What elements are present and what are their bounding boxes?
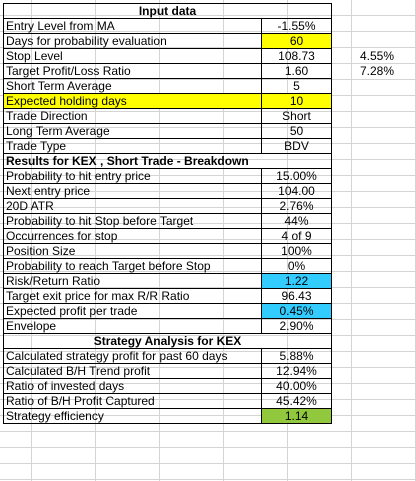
cell-label[interactable]: Occurrences for stop — [3, 228, 262, 244]
cell-label[interactable]: Trade Direction — [3, 108, 262, 124]
cell-extra[interactable] — [332, 124, 397, 139]
section-header-row: Input data — [3, 3, 397, 19]
cell-value-blue[interactable]: 1.22 — [261, 273, 332, 289]
cell-value[interactable]: 40.00% — [261, 378, 332, 394]
cell-label[interactable]: Risk/Return Ratio — [3, 273, 262, 289]
cell-value[interactable]: 5.88% — [261, 348, 332, 364]
results-row: Probability to hit Stop before Target 44… — [3, 213, 397, 229]
results-row-risk-return: Risk/Return Ratio 1.22 — [3, 273, 397, 289]
strategy-header[interactable]: Strategy Analysis for KEX — [3, 333, 332, 349]
cell-value-blue[interactable]: 0.45% — [261, 303, 332, 319]
cell-value[interactable]: 12.94% — [261, 363, 332, 379]
input-row-long-term-average: Long Term Average 50 — [3, 123, 397, 139]
cell-label[interactable]: Long Term Average — [3, 123, 262, 139]
strategy-row-efficiency: Strategy efficiency 1.14 — [3, 408, 397, 424]
cell-value[interactable]: 0% — [261, 258, 332, 274]
cell-extra[interactable] — [332, 139, 397, 154]
input-row-expected-holding-days: Expected holding days 10 — [3, 93, 397, 109]
cell-value-highlighted[interactable]: 60 — [261, 33, 332, 49]
results-row: 20D ATR 2.76% — [3, 198, 397, 214]
cell-label[interactable]: Next entry price — [3, 183, 262, 199]
section-header-row: Strategy Analysis for KEX — [3, 333, 397, 349]
section-header-row: Results for KEX , Short Trade - Breakdow… — [3, 153, 397, 169]
cell-value[interactable]: -1.55% — [261, 18, 332, 34]
cell-label[interactable]: Ratio of invested days — [3, 378, 262, 394]
cell-value[interactable]: BDV — [261, 138, 332, 154]
cell-extra[interactable] — [332, 79, 397, 94]
input-row-trade-type: Trade Type BDV — [3, 138, 397, 154]
cell-label[interactable]: Target exit price for max R/R Ratio — [3, 288, 262, 304]
cell-label[interactable]: Probability to hit entry price — [3, 168, 262, 184]
cell-value-highlighted[interactable]: 10 — [261, 93, 332, 109]
cell-label[interactable]: Days for probability evaluation — [3, 33, 262, 49]
cell-extra[interactable] — [332, 109, 397, 124]
cell-label[interactable]: 20D ATR — [3, 198, 262, 214]
input-row-days-probability: Days for probability evaluation 60 — [3, 33, 397, 49]
cell-label[interactable]: Strategy efficiency — [3, 408, 262, 424]
cell-value[interactable]: 50 — [261, 123, 332, 139]
results-row: Target exit price for max R/R Ratio 96.4… — [3, 288, 397, 304]
strategy-row: Ratio of invested days 40.00% — [3, 378, 397, 394]
cell-value[interactable]: 108.73 — [261, 48, 332, 64]
data-table: Input data Entry Level from MA -1.55% Da… — [3, 3, 397, 424]
cell-value[interactable]: 4 of 9 — [261, 228, 332, 244]
cell-value[interactable]: 104.00 — [261, 183, 332, 199]
cell-value[interactable]: 1.60 — [261, 63, 332, 79]
cell-extra[interactable] — [332, 94, 397, 109]
input-row-target-ratio: Target Profit/Loss Ratio 1.60 7.28% — [3, 63, 397, 79]
cell-value[interactable]: 100% — [261, 243, 332, 259]
cell-value[interactable]: 15.00% — [261, 168, 332, 184]
cell-extra[interactable] — [332, 34, 397, 49]
results-row: Probability to hit entry price 15.00% — [3, 168, 397, 184]
cell-value[interactable]: 2.90% — [261, 318, 332, 334]
cell-label[interactable]: Entry Level from MA — [3, 18, 262, 34]
cell-label[interactable]: Calculated B/H Trend profit — [3, 363, 262, 379]
results-row: Occurrences for stop 4 of 9 — [3, 228, 397, 244]
results-row-expected-profit: Expected profit per trade 0.45% — [3, 303, 397, 319]
input-row-short-term-average: Short Term Average 5 — [3, 78, 397, 94]
results-header[interactable]: Results for KEX , Short Trade - Breakdow… — [3, 153, 332, 169]
cell-value[interactable]: 96.43 — [261, 288, 332, 304]
cell-extra[interactable]: 7.28% — [359, 63, 394, 78]
results-row: Position Size 100% — [3, 243, 397, 259]
input-row-stop-level: Stop Level 108.73 4.55% — [3, 48, 397, 64]
cell-label[interactable]: Target Profit/Loss Ratio — [3, 63, 262, 79]
strategy-row: Ratio of B/H Profit Captured 45.42% — [3, 393, 397, 409]
cell-value[interactable]: 5 — [261, 78, 332, 94]
input-row-trade-direction: Trade Direction Short — [3, 108, 397, 124]
cell-label[interactable]: Trade Type — [3, 138, 262, 154]
cell-label[interactable]: Ratio of B/H Profit Captured — [3, 393, 262, 409]
results-row: Probability to reach Target before Stop … — [3, 258, 397, 274]
results-row: Next entry price 104.00 — [3, 183, 397, 199]
cell-label-highlighted[interactable]: Expected holding days — [3, 93, 262, 109]
cell-label[interactable]: Probability to hit Stop before Target — [3, 213, 262, 229]
strategy-row: Calculated strategy profit for past 60 d… — [3, 348, 397, 364]
cell-extra[interactable] — [332, 19, 397, 34]
cell-label[interactable]: Short Term Average — [3, 78, 262, 94]
cell-value-green[interactable]: 1.14 — [261, 408, 332, 424]
cell-value[interactable]: 44% — [261, 213, 332, 229]
cell-label[interactable]: Calculated strategy profit for past 60 d… — [3, 348, 262, 364]
cell-label[interactable]: Stop Level — [3, 48, 262, 64]
cell-label[interactable]: Envelope — [3, 318, 262, 334]
cell-label[interactable]: Expected profit per trade — [3, 303, 262, 319]
input-data-header[interactable]: Input data — [3, 3, 332, 19]
cell-label[interactable]: Probability to reach Target before Stop — [3, 258, 262, 274]
input-row-entry-level: Entry Level from MA -1.55% — [3, 18, 397, 34]
cell-value[interactable]: 45.42% — [261, 393, 332, 409]
cell-value[interactable]: 2.76% — [261, 198, 332, 214]
strategy-row: Calculated B/H Trend profit 12.94% — [3, 363, 397, 379]
results-row: Envelope 2.90% — [3, 318, 397, 334]
cell-value[interactable]: Short — [261, 108, 332, 124]
cell-label[interactable]: Position Size — [3, 243, 262, 259]
cell-extra[interactable]: 4.55% — [359, 48, 394, 63]
